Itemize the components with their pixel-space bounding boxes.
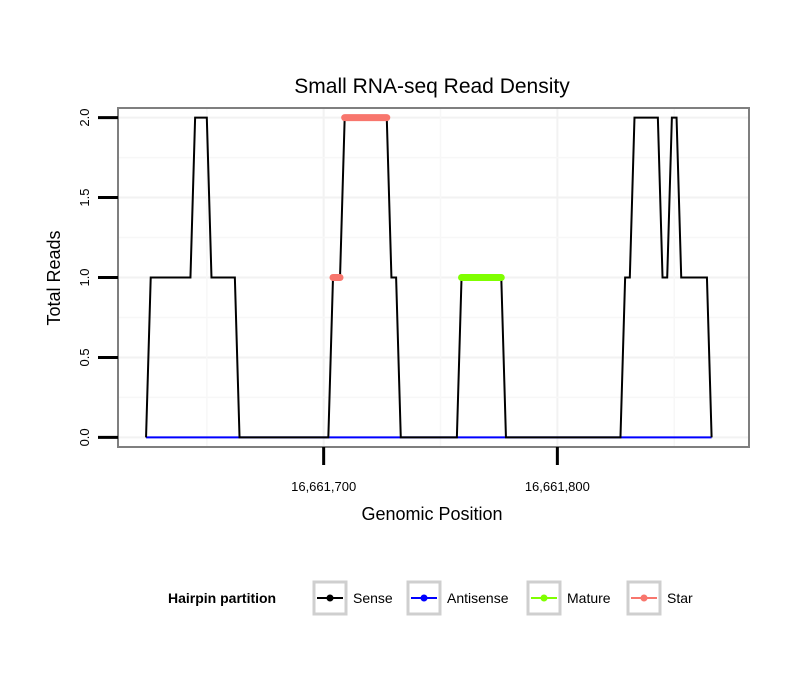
y-tick-label: 2.0 [77,109,92,127]
legend-item-mature: Mature [526,580,611,616]
x-axis-title: Genomic Position [361,504,502,524]
y-tick-label: 1.0 [77,268,92,286]
legend-key-dot [540,594,548,602]
x-tick-label: 16,661,800 [525,479,590,494]
y-axis: 0.0 0.5 1.0 1.5 2.0 [77,109,118,446]
legend-label-antisense: Antisense [447,590,509,606]
plot-marks [145,114,713,439]
legend-label-mature: Mature [567,590,611,606]
x-axis: 16,661,700 16,661,800 [291,447,590,494]
legend-key-dot [420,594,428,602]
legend-label-star: Star [667,590,693,606]
legend-key-dot [326,594,334,602]
x-tick-label: 16,661,700 [291,479,356,494]
y-tick-label: 0.0 [77,428,92,446]
y-tick-label: 1.5 [77,189,92,207]
legend-key-dot [640,594,648,602]
legend: Hairpin partition Sense Antisense Mature St… [168,580,693,616]
legend-item-sense: Sense [312,580,393,616]
legend-item-antisense: Antisense [406,580,509,616]
legend-title: Hairpin partition [168,590,276,606]
legend-item-star: Star [626,580,693,616]
series-line-sense [145,116,713,439]
y-axis-title: Total Reads [44,230,64,325]
chart-title: Small RNA-seq Read Density [294,75,570,98]
legend-label-sense: Sense [353,590,393,606]
y-tick-label: 0.5 [77,348,92,366]
